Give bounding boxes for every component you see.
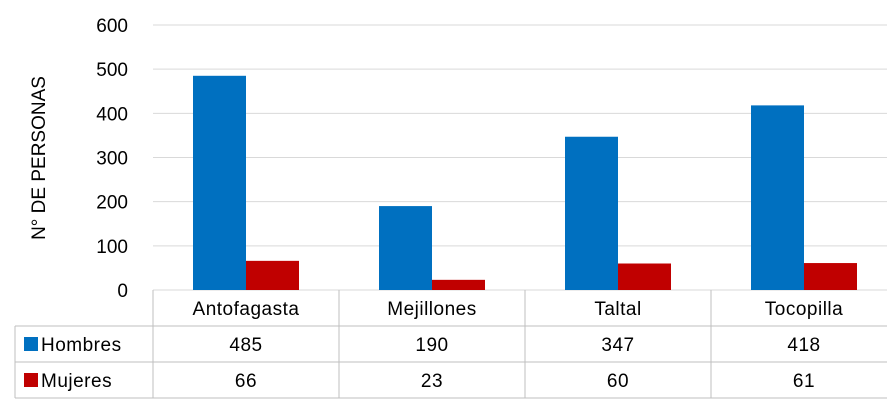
y-tick-label: 100 (96, 237, 128, 258)
x-tick-label: Taltal (594, 299, 641, 320)
y-axis-title: N° DE PERSONAS (29, 76, 50, 240)
bar-mujeres-taltal (618, 263, 671, 290)
y-tick-labels: 0 100 200 300 400 500 600 (96, 16, 128, 302)
x-tick-label: Mejillones (387, 299, 476, 320)
y-tick-label: 300 (96, 149, 128, 170)
bar-hombres-mejillones (379, 206, 432, 290)
bar-mujeres-tocopilla (804, 263, 857, 290)
data-label: 66 (235, 371, 257, 392)
bar-hombres-taltal (565, 136, 618, 290)
data-label: 60 (607, 371, 629, 392)
y-tick-label: 600 (96, 16, 128, 37)
x-tick-label: Antofagasta (193, 299, 300, 320)
data-label: 190 (415, 335, 448, 356)
y-tick-label: 400 (96, 104, 128, 125)
data-label: 61 (793, 371, 815, 392)
legend-swatch (24, 337, 38, 351)
y-tick-label: 200 (96, 193, 128, 214)
gridlines (153, 24, 887, 291)
data-table: Antofagasta Mejillones Taltal Tocopilla Homb… (14, 290, 887, 399)
bar-mujeres-mejillones (432, 279, 485, 290)
y-tick-label: 500 (96, 60, 128, 81)
data-label: 418 (787, 335, 820, 356)
bars (193, 75, 857, 291)
bar-hombres-tocopilla (751, 105, 804, 290)
x-tick-label: Tocopilla (765, 299, 843, 320)
data-label: 347 (601, 335, 634, 356)
legend-label: Hombres (41, 335, 122, 356)
bar-hombres-antofagasta (193, 75, 246, 291)
legend-swatch (24, 373, 38, 387)
bar-mujeres-antofagasta (246, 260, 299, 290)
y-tick-label: 0 (117, 281, 128, 302)
legend-label: Mujeres (41, 371, 112, 392)
data-label: 485 (229, 335, 262, 356)
data-label: 23 (421, 371, 443, 392)
